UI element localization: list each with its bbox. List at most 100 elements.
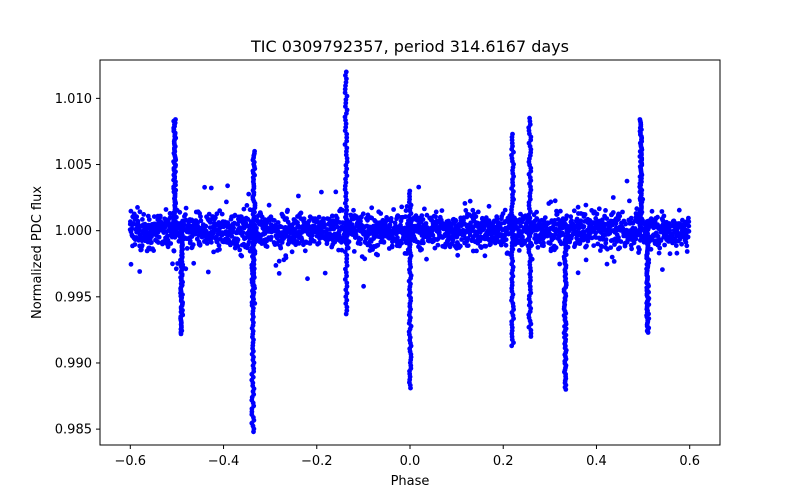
data-point [686, 219, 692, 225]
data-point [661, 213, 667, 219]
data-point [321, 222, 327, 227]
data-point [631, 240, 637, 246]
data-point [535, 245, 541, 250]
data-point [552, 218, 558, 223]
data-point [232, 212, 238, 218]
data-point [283, 255, 289, 261]
data-point [231, 225, 236, 231]
data-point [365, 217, 370, 223]
data-point [574, 216, 580, 222]
data-point [624, 178, 630, 184]
data-point [237, 247, 243, 253]
data-point [420, 217, 426, 222]
data-point [610, 195, 616, 200]
x-axis-title: Phase [391, 474, 430, 489]
data-point [344, 135, 350, 141]
data-point [422, 206, 427, 212]
data-point [276, 258, 282, 264]
data-point [389, 243, 395, 249]
data-point [604, 216, 610, 222]
data-point [217, 247, 222, 252]
data-point [219, 211, 225, 217]
data-point [296, 193, 301, 199]
data-point [620, 209, 625, 215]
data-point [246, 191, 252, 197]
y-tick-label: 0.985 [55, 423, 92, 438]
data-point [344, 273, 349, 279]
data-point [616, 235, 621, 240]
data-point [179, 221, 185, 227]
data-point [183, 212, 188, 218]
x-tick-label: 0.2 [493, 454, 514, 469]
data-point [645, 221, 651, 227]
data-point [324, 241, 330, 247]
data-point [673, 243, 679, 249]
data-point [430, 232, 436, 238]
data-point [578, 218, 584, 224]
data-point [399, 204, 405, 210]
data-point [667, 251, 673, 257]
data-point [285, 207, 290, 213]
data-point [266, 202, 272, 208]
data-point [684, 243, 690, 249]
data-point [205, 269, 211, 275]
data-point [156, 234, 162, 240]
data-point [483, 243, 489, 249]
x-tick-label: −0.4 [208, 454, 240, 469]
data-point [268, 214, 274, 220]
data-point [455, 252, 461, 258]
data-point [190, 242, 196, 248]
data-point [483, 215, 489, 221]
data-point [353, 232, 359, 238]
data-point [617, 213, 623, 219]
data-point [360, 211, 366, 217]
chart-title: TIC 0309792357, period 314.6167 days [250, 37, 569, 56]
data-point [657, 245, 663, 251]
data-point [629, 246, 634, 252]
data-point [129, 226, 135, 232]
data-point [273, 263, 279, 268]
data-point [128, 208, 134, 214]
data-point [655, 214, 660, 220]
data-point [357, 241, 363, 247]
data-point [495, 228, 501, 234]
data-point [557, 261, 563, 267]
data-point [453, 217, 458, 223]
data-point [660, 267, 665, 272]
data-point [516, 248, 522, 253]
data-point [344, 207, 350, 213]
data-point [197, 242, 203, 248]
y-tick-label: 1.005 [55, 158, 92, 173]
data-point [435, 242, 441, 248]
data-point [450, 237, 456, 243]
data-point [609, 254, 615, 260]
data-point [235, 243, 241, 249]
data-point [275, 220, 281, 225]
data-point [542, 215, 548, 221]
data-point [344, 138, 350, 144]
data-point [541, 240, 546, 246]
data-point [302, 248, 308, 254]
data-point [198, 218, 204, 224]
data-point [134, 214, 140, 220]
data-point [399, 240, 404, 246]
data-point [214, 211, 220, 217]
data-point [568, 214, 574, 220]
data-point [157, 213, 163, 219]
data-point [591, 243, 597, 249]
data-point [343, 79, 349, 85]
data-point [331, 226, 337, 232]
data-point [344, 263, 350, 268]
data-point [344, 308, 350, 313]
data-point [403, 214, 408, 220]
data-point [135, 205, 140, 210]
data-point [344, 245, 350, 251]
data-point [351, 249, 357, 254]
data-point [583, 257, 589, 263]
y-tick-label: 0.990 [55, 356, 92, 371]
data-point [659, 209, 665, 214]
data-point [183, 266, 189, 272]
data-point [322, 270, 328, 276]
data-point [336, 229, 342, 235]
data-point [470, 207, 476, 213]
